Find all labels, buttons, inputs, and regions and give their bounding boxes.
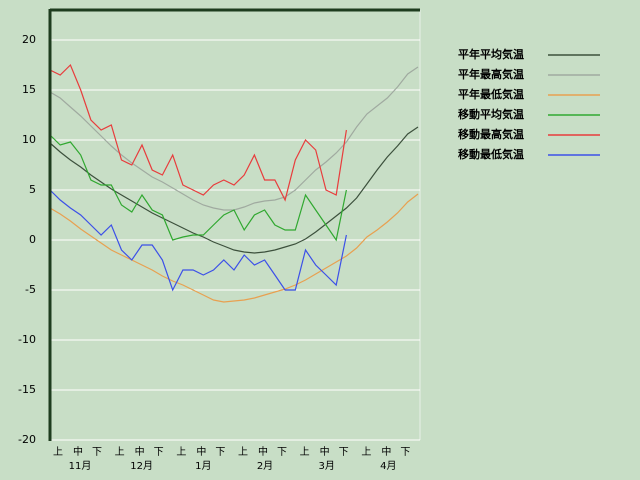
legend-label: 移動平均気温 (458, 107, 524, 121)
legend-label: 平年最高気温 (458, 67, 524, 81)
y-tick-label: -5 (25, 283, 36, 296)
x-dekad-label: 中 (320, 445, 330, 458)
x-dekad-label: 上 (53, 446, 63, 458)
grid (50, 39, 420, 441)
series-line (49, 63, 347, 202)
legend-label: 移動最高気温 (458, 127, 524, 141)
x-dekad-label: 中 (196, 445, 206, 458)
x-dekad-label: 中 (381, 445, 391, 458)
y-tick-label: -10 (18, 333, 36, 346)
x-dekad-label: 下 (277, 447, 287, 458)
series-line (49, 189, 347, 292)
x-dekad-label: 中 (258, 445, 268, 458)
x-dekad-label: 下 (215, 447, 225, 458)
x-dekad-label: 中 (135, 445, 145, 458)
x-dekad-label: 上 (300, 446, 310, 458)
x-month-label: 4月 (380, 460, 396, 472)
x-dekad-label: 上 (361, 446, 371, 458)
x-dekad-label: 下 (92, 447, 102, 458)
legend-label: 平年最低気温 (458, 87, 524, 101)
x-month-label: 12月 (130, 460, 153, 472)
y-tick-label: 20 (22, 33, 36, 46)
x-dekad-label: 下 (400, 447, 410, 458)
x-month-label: 3月 (318, 460, 334, 472)
y-tick-label: 15 (22, 83, 36, 96)
y-tick-label: 10 (22, 133, 36, 146)
y-tick-label: 5 (29, 183, 36, 196)
x-dekad-label: 下 (339, 447, 349, 458)
x-month-label: 2月 (257, 460, 273, 472)
x-dekad-label: 上 (115, 446, 125, 458)
x-dekad-label: 下 (154, 447, 164, 458)
x-dekad-label: 中 (73, 445, 83, 458)
x-month-label: 11月 (69, 460, 92, 472)
x-dekad-label: 上 (238, 446, 248, 458)
lines (49, 63, 419, 303)
legend-label: 移動最低気温 (458, 147, 524, 161)
x-month-label: 1月 (195, 460, 211, 472)
legend-label: 平年平均気温 (458, 47, 524, 61)
y-tick-label: -15 (18, 383, 36, 396)
y-tick-label: 0 (29, 233, 36, 246)
x-dekad-label: 上 (176, 446, 186, 458)
series-line (49, 126, 419, 254)
y-tick-label: -20 (18, 433, 36, 446)
series-line (49, 193, 419, 303)
series-line (49, 134, 347, 242)
